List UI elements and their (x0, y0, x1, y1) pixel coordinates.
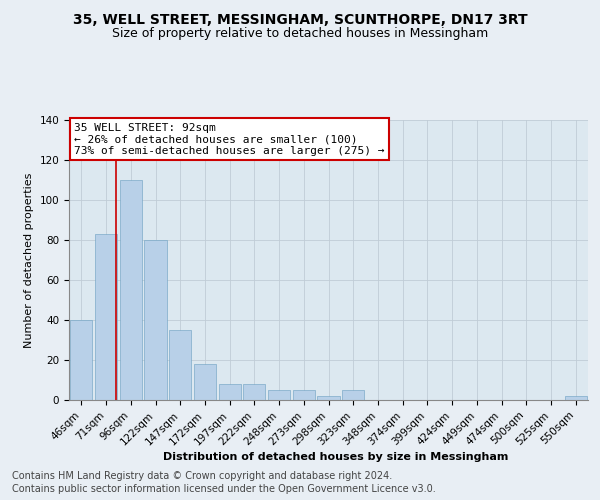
Bar (243, 384, 265, 400)
Text: Contains public sector information licensed under the Open Government Licence v3: Contains public sector information licen… (12, 484, 436, 494)
Bar (194, 364, 216, 400)
Text: Contains HM Land Registry data © Crown copyright and database right 2024.: Contains HM Land Registry data © Crown c… (12, 471, 392, 481)
Text: 35 WELL STREET: 92sqm
← 26% of detached houses are smaller (100)
73% of semi-det: 35 WELL STREET: 92sqm ← 26% of detached … (74, 123, 385, 156)
Text: Size of property relative to detached houses in Messingham: Size of property relative to detached ho… (112, 28, 488, 40)
Bar (317, 396, 340, 400)
Text: 35, WELL STREET, MESSINGHAM, SCUNTHORPE, DN17 3RT: 35, WELL STREET, MESSINGHAM, SCUNTHORPE,… (73, 12, 527, 26)
Bar (268, 390, 290, 400)
Bar (169, 330, 191, 400)
Text: Distribution of detached houses by size in Messingham: Distribution of detached houses by size … (163, 452, 509, 462)
Y-axis label: Number of detached properties: Number of detached properties (24, 172, 34, 348)
Bar (145, 240, 167, 400)
Bar (342, 390, 364, 400)
Bar (565, 396, 587, 400)
Bar (119, 180, 142, 400)
Bar (70, 320, 92, 400)
Bar (218, 384, 241, 400)
Bar (95, 234, 117, 400)
Bar (293, 390, 315, 400)
